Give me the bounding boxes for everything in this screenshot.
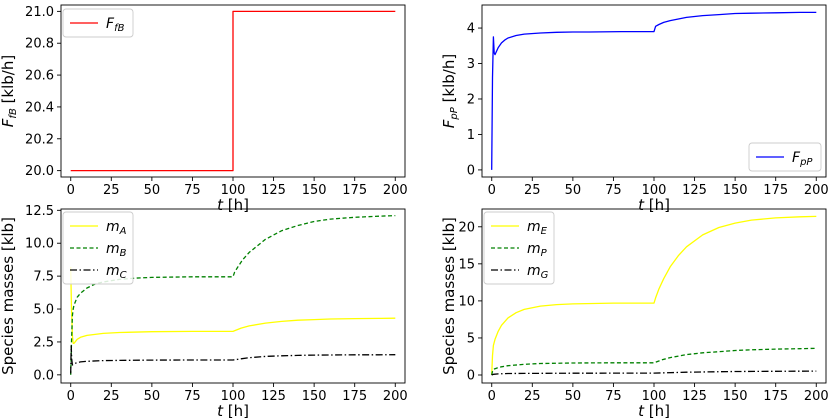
legend-label: mB: [106, 241, 127, 259]
x-axis-label: t [h]: [217, 402, 249, 419]
x-tick-label: 75: [605, 389, 622, 404]
y-tick-label: 12.5: [25, 204, 54, 219]
x-tick-label: 25: [103, 183, 120, 198]
x-tick-label: 100: [642, 183, 667, 198]
x-axis-label: t [h]: [217, 196, 249, 214]
x-tick-label: 125: [261, 183, 286, 198]
legend-label: mP: [527, 241, 548, 259]
x-tick-label: 200: [383, 389, 408, 404]
legend: mA mB mC: [62, 211, 134, 285]
y-tick-label: 7.5: [33, 270, 54, 285]
x-tick-label: 0: [67, 389, 75, 404]
legend-label: mE: [527, 219, 548, 237]
y-tick-label: 21.0: [25, 5, 54, 20]
y-tick-label: 20: [458, 220, 475, 235]
x-tick-label: 50: [144, 389, 161, 404]
x-tick-label: 100: [221, 389, 246, 404]
x-tick-label: 50: [565, 389, 582, 404]
y-tick-label: 10: [458, 294, 475, 309]
y-tick-label: 0: [467, 163, 475, 178]
x-tick-label: 150: [302, 389, 327, 404]
y-axis-label: FpP [klb/h]: [440, 54, 460, 128]
y-tick-label: 1: [467, 128, 475, 143]
y-tick-label: 5: [467, 331, 475, 346]
y-tick-label: 4: [467, 22, 475, 37]
x-tick-label: 125: [682, 183, 707, 198]
x-tick-label: 200: [804, 389, 829, 404]
x-tick-label: 50: [565, 183, 582, 198]
x-tick-label: 175: [763, 389, 788, 404]
y-tick-label: 3: [467, 57, 475, 72]
y-axis-label: Species masses [klb]: [0, 217, 17, 375]
x-tick-label: 150: [723, 389, 748, 404]
legend-label: mG: [527, 263, 549, 281]
series-line-m-c: [70, 345, 396, 374]
x-tick-label: 125: [682, 389, 707, 404]
series-line-m-e: [491, 215, 817, 376]
series-line-m-p: [491, 347, 817, 376]
x-tick-label: 175: [763, 183, 788, 198]
y-axis-label: Species masses [klb]: [440, 217, 458, 375]
x-tick-label: 150: [723, 183, 748, 198]
x-tick-label: 75: [184, 183, 201, 198]
x-axis-label: t [h]: [638, 196, 670, 214]
x-tick-label: 100: [642, 389, 667, 404]
x-tick-label: 200: [383, 183, 408, 198]
chart-p2: 0 25 50 75 100 125 150 175 200 0 1 2 3 4 t [h] FpP [klb…: [440, 4, 829, 214]
y-tick-label: 0: [467, 368, 475, 383]
x-tick-label: 175: [342, 183, 367, 198]
y-tick-label: 20.8: [25, 37, 54, 52]
x-tick-label: 0: [488, 389, 496, 404]
x-tick-label: 100: [221, 183, 246, 198]
y-tick-label: 10.0: [25, 237, 54, 252]
x-tick-label: 125: [261, 389, 286, 404]
legend-box: [748, 142, 822, 172]
y-tick-label: 5.0: [33, 303, 54, 318]
series-line-m-a: [70, 266, 396, 344]
series-line-m-g: [491, 370, 817, 376]
series-line-f-pp: [491, 11, 817, 170]
x-tick-label: 0: [67, 183, 75, 198]
y-tick-label: 20.6: [25, 69, 54, 84]
y-tick-label: 2: [467, 92, 475, 107]
series-line-f-fb: [70, 10, 396, 172]
x-tick-label: 175: [342, 389, 367, 404]
x-tick-label: 200: [804, 183, 829, 198]
y-tick-label: 2.5: [33, 335, 54, 350]
y-tick-label: 20.0: [25, 164, 54, 179]
legend-label: FpP: [792, 150, 813, 168]
x-tick-label: 75: [605, 183, 622, 198]
legend-label: mA: [106, 219, 127, 237]
y-tick-label: 20.4: [25, 100, 54, 115]
x-tick-label: 0: [488, 183, 496, 198]
chart-p1: 0 25 50 75 100 125 150 175 200 20.0 20.2 20.4 20.6 20…: [0, 4, 408, 214]
legend: mE mP mG: [483, 211, 555, 285]
y-tick-label: 0.0: [33, 368, 54, 383]
y-tick-label: 20.2: [25, 132, 54, 147]
x-tick-label: 50: [144, 183, 161, 198]
x-tick-label: 25: [103, 389, 120, 404]
x-axis-label: t [h]: [638, 402, 670, 419]
x-tick-label: 25: [524, 389, 541, 404]
chart-p4: 0 25 50 75 100 125 150 175 200 0 5 10 15 20 t [h] Speci…: [440, 208, 829, 419]
x-tick-label: 150: [302, 183, 327, 198]
legend: FfB: [62, 8, 134, 38]
y-tick-label: 15: [458, 257, 475, 272]
x-tick-label: 75: [184, 389, 201, 404]
legend: FpP: [748, 142, 822, 172]
legend-label: FfB: [106, 16, 125, 34]
y-axis-label: FfB [klb/h]: [0, 55, 19, 127]
x-tick-label: 25: [524, 183, 541, 198]
series-line-m-b: [70, 214, 396, 375]
legend-label: mC: [106, 263, 127, 281]
chart-p3: 0 25 50 75 100 125 150 175 200 0.0 2.5 5.0 7.5 10.0 12…: [0, 204, 408, 419]
